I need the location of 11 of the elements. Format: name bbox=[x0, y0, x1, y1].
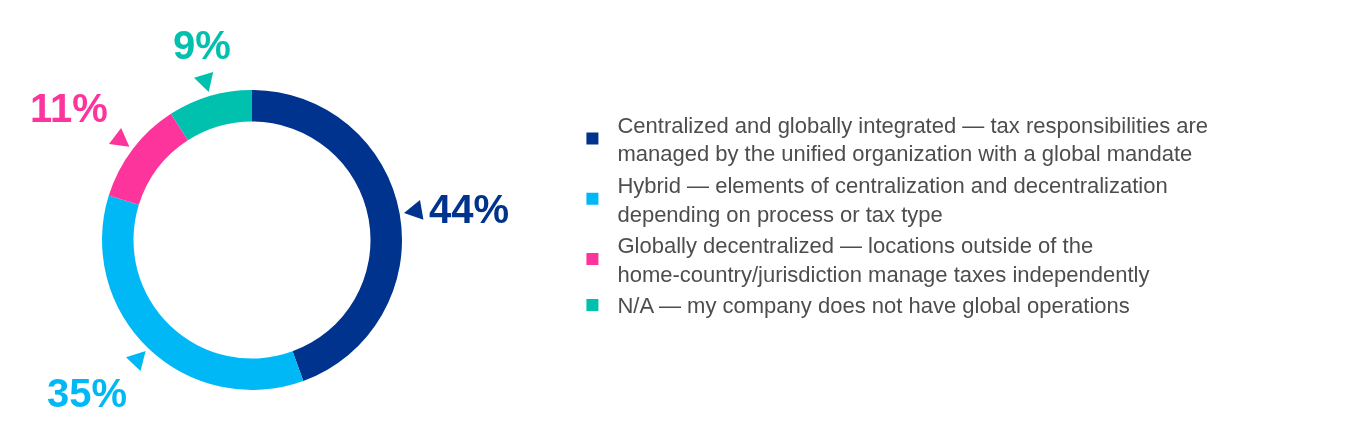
donut-slice bbox=[108, 113, 188, 205]
data-label: 44% bbox=[429, 187, 510, 231]
donut-slice bbox=[252, 90, 402, 381]
donut-slice bbox=[170, 90, 252, 141]
data-label: 35% bbox=[47, 371, 128, 415]
data-label: 9% bbox=[173, 23, 231, 67]
data-label: 11% bbox=[30, 86, 108, 130]
legend-label: N/A — my company does not have global operations bbox=[617, 293, 1130, 319]
legend-label: Hybrid — elements of centralization and decentralization depending on process or tax type bbox=[617, 173, 1168, 227]
legend-label: Globally decentralized — locations outside of the home-country/jurisdiction manage taxes independently bbox=[617, 233, 1150, 287]
legend-label: Centralized and globally integrated — tax responsibilities are managed by the unified organization with a global mandate bbox=[617, 112, 1209, 167]
